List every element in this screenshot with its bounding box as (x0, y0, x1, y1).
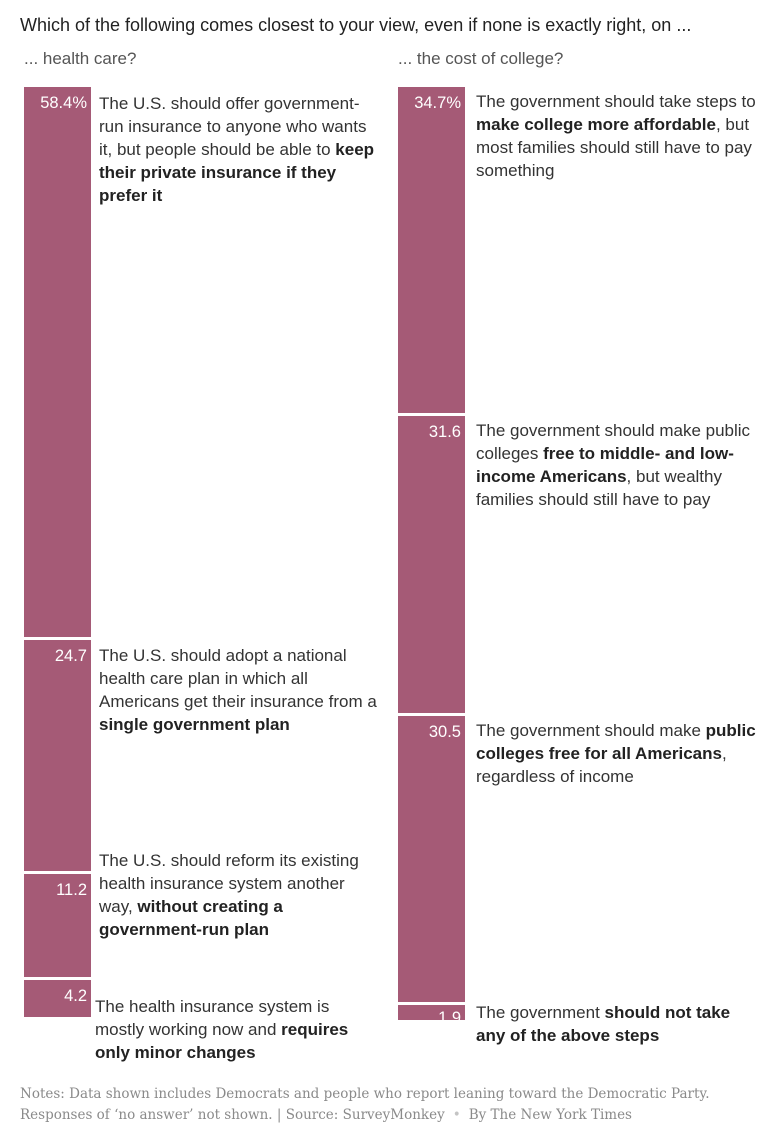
bar-no-steps: 1.9 (398, 1004, 465, 1020)
option-text: The U.S. should adopt a national health … (99, 646, 377, 711)
option-label-single-government-plan: The U.S. should adopt a national health … (99, 644, 379, 736)
option-text-tail: , but wealthy families should still have… (476, 467, 722, 509)
separator-dot: • (452, 1107, 461, 1123)
bar-reform-without-government-plan: 11.2 (24, 874, 91, 978)
option-label-no-steps: The government should not take any of th… (476, 1001, 758, 1047)
bar-make-college-affordable: 34.7% (398, 87, 465, 414)
bar-value-label: 30.5 (428, 722, 461, 741)
option-text: The government should make public colleg… (476, 421, 751, 463)
bar-value-label: 24.7 (54, 647, 87, 666)
option-text: The government should make (476, 721, 706, 740)
column-title-health-care: ... health care? (24, 49, 137, 68)
option-text: The U.S. should offer government-run ins… (99, 94, 367, 159)
option-label-free-for-all: The government should make public colleg… (476, 719, 758, 788)
option-label-make-college-affordable: The government should take steps to make… (476, 90, 758, 182)
bar-keep-private-insurance: 58.4% (24, 87, 91, 638)
footer-notes: Notes: Data shown includes Democrats and… (20, 1084, 770, 1126)
option-label-keep-private-insurance: The U.S. should offer government-run ins… (99, 92, 379, 207)
option-text: The government should take steps to (476, 92, 756, 111)
option-text-tail: , but most families should still have to… (476, 115, 752, 180)
bar-value-label: 1.9 (438, 1008, 461, 1020)
bar-value-label: 4.2 (64, 987, 87, 1006)
option-text: The health insurance system is mostly wo… (95, 997, 330, 1039)
option-emphasis: should not take any of the above steps (476, 1003, 731, 1045)
option-label-minor-changes: The health insurance system is mostly wo… (95, 995, 375, 1064)
bar-value-label: 11.2 (56, 881, 87, 900)
bar-free-for-all: 30.5 (398, 715, 465, 1002)
option-emphasis: requires only minor changes (95, 1020, 349, 1062)
column-title-college-cost: ... the cost of college? (398, 49, 564, 68)
bar-minor-changes: 4.2 (24, 980, 91, 1017)
option-text: The government (476, 1003, 605, 1022)
option-emphasis: make college more affordable (476, 115, 716, 134)
notes-text: Notes: Data shown includes Democrats and… (20, 1086, 710, 1123)
byline: By The New York Times (468, 1107, 632, 1123)
option-label-free-middle-low-income: The government should make public colleg… (476, 419, 758, 511)
bar-value-label: 34.7% (414, 94, 461, 112)
bar-free-middle-low-income: 31.6 (398, 416, 465, 713)
option-emphasis: keep their private insurance if they pre… (99, 140, 375, 205)
bar-single-government-plan: 24.7 (24, 640, 91, 872)
bar-value-label: 58.4% (40, 94, 87, 112)
option-emphasis: single government plan (99, 715, 290, 734)
option-text-tail: , regardless of income (476, 744, 727, 786)
bar-value-label: 31.6 (428, 423, 461, 442)
option-text: The U.S. should reform its existing heal… (99, 851, 359, 916)
option-label-reform-without-government-plan: The U.S. should reform its existing heal… (99, 849, 379, 941)
option-emphasis: without creating a government-run plan (99, 897, 283, 939)
option-emphasis: free to middle- and low-income Americans (476, 444, 734, 486)
option-emphasis: public colleges free for all Americans (476, 721, 756, 763)
question-title: Which of the following comes closest to … (20, 15, 692, 35)
